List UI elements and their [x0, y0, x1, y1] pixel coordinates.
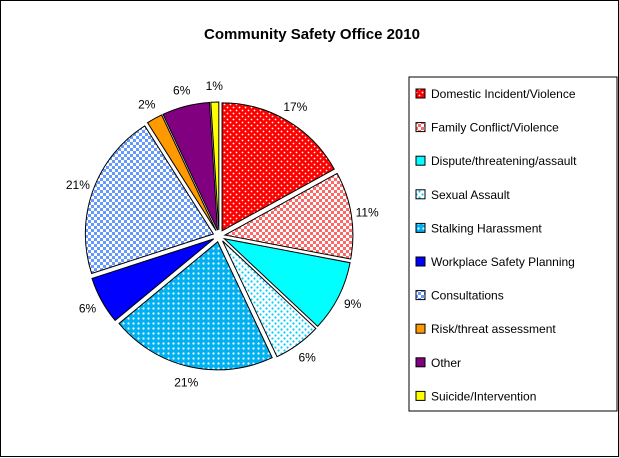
- pie-slice-7: [84, 125, 215, 275]
- slice-label-3: 9%: [344, 297, 362, 311]
- pie-slice-5: [118, 241, 273, 371]
- legend-label-6: Workplace Safety Planning: [431, 255, 575, 269]
- pie-labels: 17% 11% 9% 6% 21% 6% 21% 2% 6% 1%: [66, 79, 379, 389]
- slice-label-7: 21%: [66, 178, 90, 192]
- legend-label-3: Dispute/threatening/assault: [431, 154, 577, 168]
- legend-swatch-9: [415, 357, 426, 368]
- legend-swatch-5: [415, 222, 426, 233]
- legend-label-10: Suicide/Intervention: [431, 389, 536, 403]
- legend-label-8: Risk/threat assessment: [431, 322, 556, 336]
- legend-swatch-4: [415, 189, 426, 200]
- legend-box: [408, 76, 618, 412]
- slice-label-10: 1%: [206, 79, 224, 93]
- legend-label-5: Stalking Harassment: [431, 221, 542, 235]
- legend-label-9: Other: [431, 356, 461, 370]
- slice-label-4: 6%: [298, 350, 316, 364]
- pie-slice-10: [210, 101, 220, 231]
- slice-label-6: 6%: [79, 301, 97, 315]
- legend-label-1: Domestic Incident/Violence: [431, 87, 576, 101]
- slice-label-8: 2%: [138, 98, 156, 112]
- pie-slice-9: [162, 101, 219, 231]
- legend-label-2: Family Conflict/Violence: [431, 121, 559, 135]
- pie-slice-2: [223, 172, 354, 260]
- pie-slice-4: [222, 240, 317, 358]
- legend-swatch-10: [415, 390, 426, 401]
- legend-label-7: Consultations: [431, 289, 504, 303]
- pie-slice-1: [221, 102, 335, 232]
- slice-label-2: 11%: [356, 206, 379, 220]
- pie-slices: [84, 101, 354, 371]
- pie-slice-8: [146, 114, 217, 232]
- slice-label-5: 21%: [174, 375, 198, 389]
- legend-swatch-1: [415, 88, 426, 99]
- slice-label-9: 6%: [173, 84, 191, 98]
- chart-title: Community Safety Office 2010: [204, 26, 420, 43]
- slice-label-1: 17%: [283, 100, 307, 114]
- legend-swatch-2: [415, 122, 426, 133]
- legend-label-4: Sexual Assault: [431, 188, 510, 202]
- legend: Domestic Incident/Violence Family Conflic…: [408, 76, 618, 412]
- pie-slice-3: [222, 237, 351, 328]
- legend-swatch-6: [415, 256, 426, 267]
- legend-swatch-8: [415, 323, 426, 334]
- legend-swatch-7: [415, 290, 426, 301]
- pie-slice-6: [91, 238, 215, 322]
- legend-swatch-3: [415, 155, 426, 166]
